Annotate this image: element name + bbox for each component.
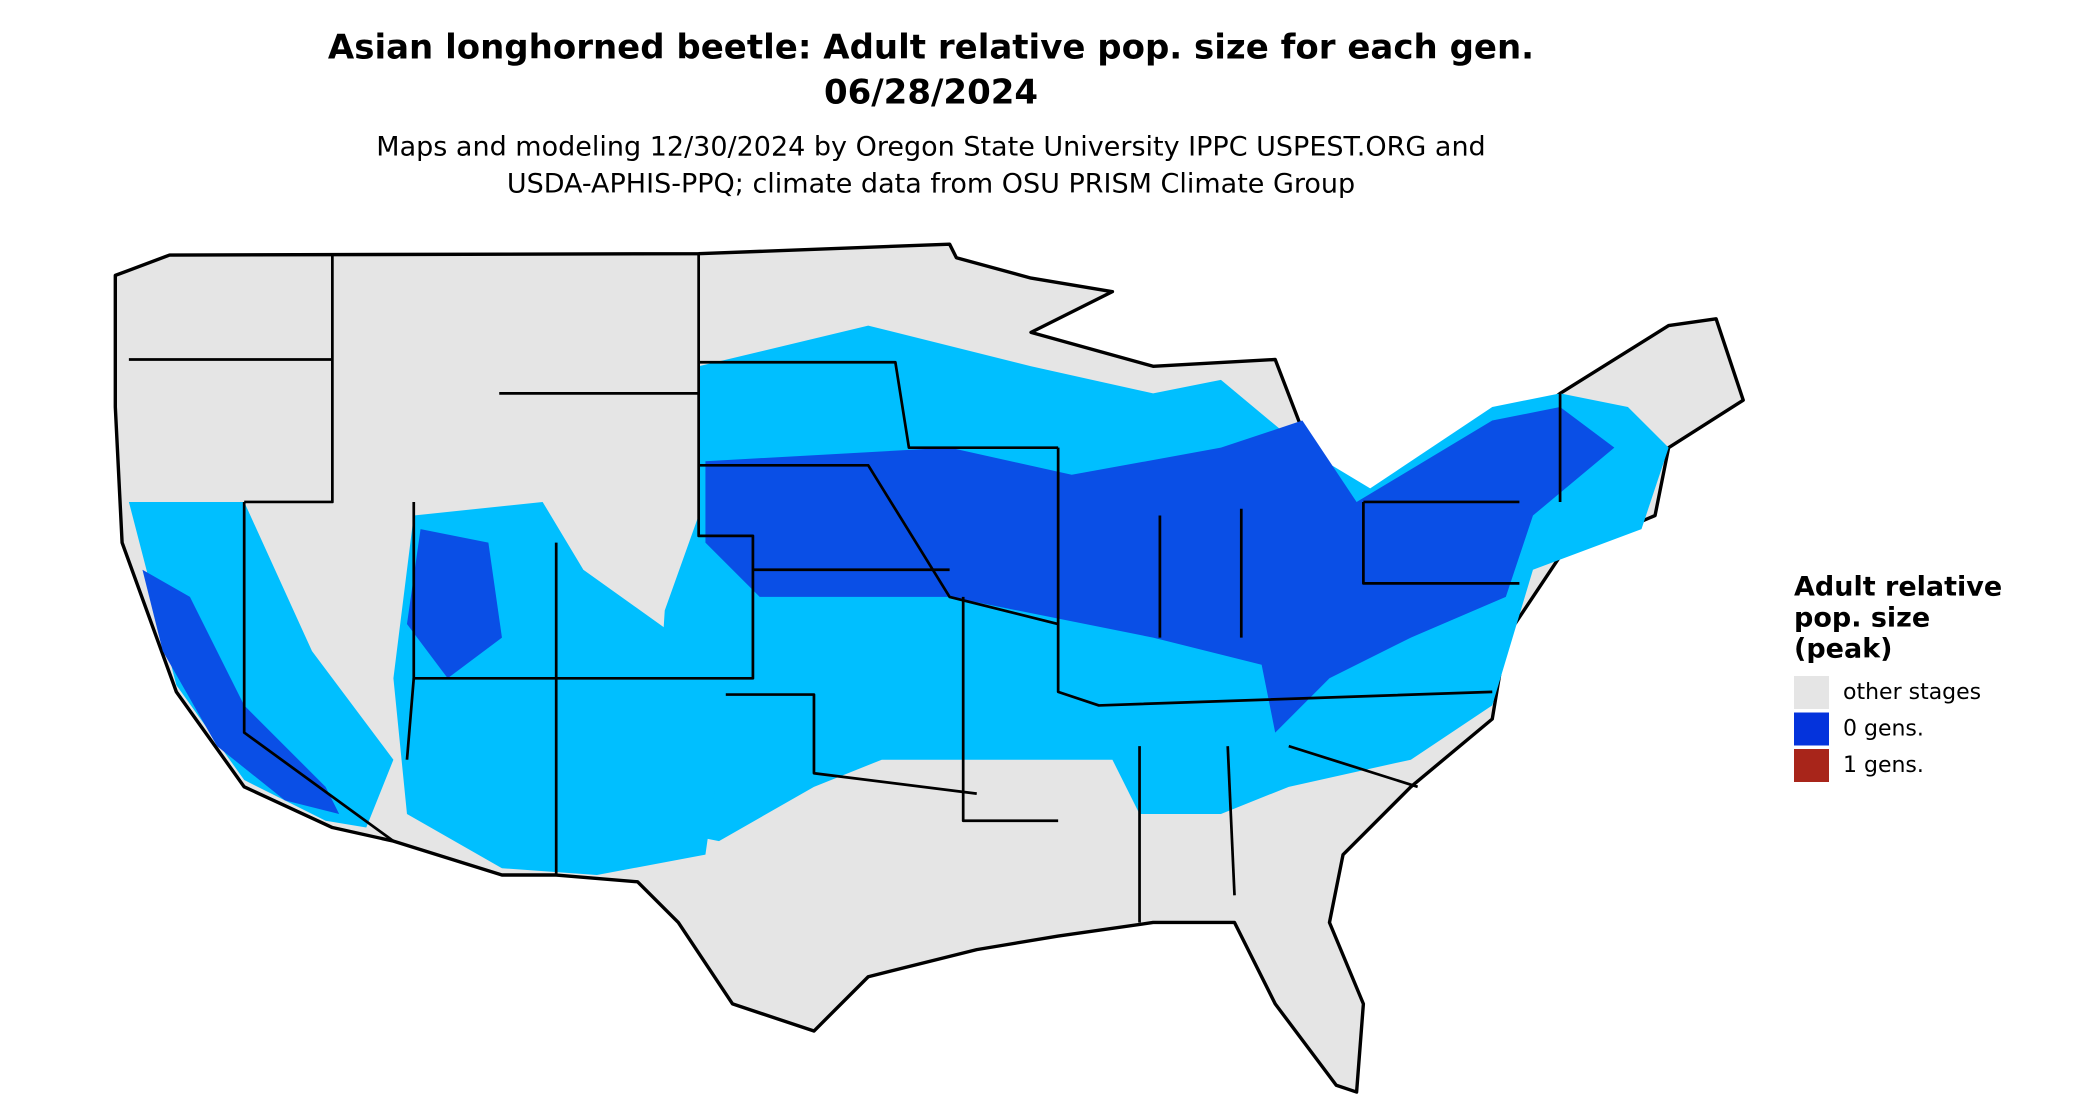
legend-swatch: [1794, 676, 1829, 709]
legend-label: other stages: [1843, 680, 1981, 705]
us-map: [113, 242, 1745, 1094]
legend-title: Adult relative: [1794, 572, 2002, 603]
region-dark: [406, 529, 502, 679]
state-borders: [128, 253, 1562, 923]
legend-label: 1 gens.: [1843, 753, 1924, 778]
title: 06/28/2024: [824, 73, 1038, 113]
legend-swatch: [1794, 749, 1829, 782]
legend-label: 0 gens.: [1843, 717, 1924, 742]
region-dark: [142, 569, 340, 814]
legend: Adult relative pop. size (peak) other st…: [1794, 572, 2002, 782]
legend-swatch: [1794, 712, 1829, 746]
legend-title: (peak): [1794, 634, 1893, 665]
region-light: [128, 501, 394, 828]
subtitle: USDA-APHIS-PPQ; climate data from OSU PR…: [507, 169, 1355, 200]
title: Asian longhorned beetle: Adult relative …: [328, 28, 1534, 68]
legend-title: pop. size: [1794, 603, 1930, 634]
subtitle: Maps and modeling 12/30/2024 by Oregon S…: [376, 132, 1485, 163]
